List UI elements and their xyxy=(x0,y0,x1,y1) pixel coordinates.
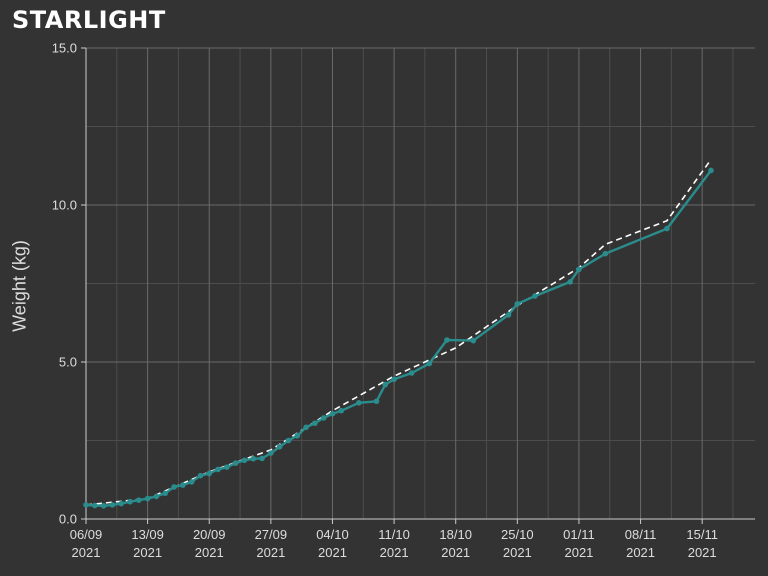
x-tick-label-date: 25/10 xyxy=(501,527,534,542)
y-tick-label: 10.0 xyxy=(52,198,77,213)
weight-point xyxy=(391,376,397,383)
weight-point xyxy=(206,470,213,477)
weight-point xyxy=(162,490,169,497)
weight-point xyxy=(232,460,239,466)
x-tick-label-date: 15/11 xyxy=(686,527,718,542)
weight-point xyxy=(329,411,336,417)
weight-point xyxy=(144,495,151,502)
weight-point xyxy=(100,503,107,509)
weight-point xyxy=(320,415,327,421)
x-tick-label-year: 2021 xyxy=(72,545,101,560)
weight-point xyxy=(250,455,257,462)
x-tick-label-date: 13/09 xyxy=(131,527,164,542)
projection-line xyxy=(85,159,712,506)
x-tick-label-year: 2021 xyxy=(564,545,593,560)
weight-point xyxy=(224,464,230,470)
weight-point xyxy=(188,479,195,485)
weight-point xyxy=(426,360,433,367)
weight-point xyxy=(567,279,573,285)
weight-point xyxy=(180,482,186,488)
x-tick-label-year: 2021 xyxy=(441,545,470,560)
weight-point xyxy=(408,370,415,376)
x-tick-label-year: 2021 xyxy=(626,545,655,560)
weight-point xyxy=(285,437,292,444)
series-layer xyxy=(83,159,714,509)
x-tick-label-year: 2021 xyxy=(195,545,224,560)
x-tick-label-year: 2021 xyxy=(133,545,162,560)
weight-point xyxy=(153,493,160,500)
tick-labels: 06/09 2021 13/09 2021 20/09 2021 27/09 2021 04/1… xyxy=(52,41,718,561)
axes xyxy=(81,47,755,524)
x-tick-label-year: 2021 xyxy=(688,545,717,560)
x-tick-label-date: 18/10 xyxy=(439,527,472,542)
weight-point xyxy=(514,301,521,307)
weight-point xyxy=(268,450,274,456)
weight-point xyxy=(576,266,582,273)
weight-point xyxy=(215,466,221,473)
weight-point xyxy=(171,484,177,490)
weight-point xyxy=(127,498,133,505)
chart-title: STARLIGHT xyxy=(12,6,166,34)
x-tick-label-year: 2021 xyxy=(380,545,409,560)
weight-point xyxy=(303,424,309,431)
y-tick-label: 15.0 xyxy=(52,41,77,56)
weight-point xyxy=(373,398,380,405)
weight-point xyxy=(136,497,142,503)
weight-point xyxy=(708,167,714,174)
weight-point xyxy=(470,337,477,344)
weight-point xyxy=(109,502,116,508)
weight-point xyxy=(83,502,89,508)
x-tick-label-date: 01/11 xyxy=(563,527,595,542)
weight-point xyxy=(356,400,362,406)
y-tick-label: 0.0 xyxy=(59,512,77,527)
x-tick-label-year: 2021 xyxy=(318,545,347,560)
weight-point xyxy=(197,472,204,479)
weight-point xyxy=(312,420,318,427)
x-tick-label-date: 04/10 xyxy=(316,527,349,542)
weight-point xyxy=(294,432,301,439)
weight-point xyxy=(382,381,389,388)
x-tick-label-date: 20/09 xyxy=(193,527,226,542)
weight-point xyxy=(276,443,283,450)
weight-point xyxy=(602,250,609,257)
x-tick-label-date: 06/09 xyxy=(70,527,103,542)
x-tick-label-date: 11/10 xyxy=(378,527,410,542)
x-tick-label-year: 2021 xyxy=(503,545,532,560)
weight-point xyxy=(259,455,265,462)
y-tick-label: 5.0 xyxy=(59,355,77,370)
weight-point xyxy=(118,500,125,507)
x-tick-label-year: 2021 xyxy=(256,545,285,560)
weight-point xyxy=(241,457,248,464)
x-tick-label-date: 27/09 xyxy=(255,527,288,542)
x-tick-label-date: 08/11 xyxy=(625,527,657,542)
weight-line xyxy=(85,169,712,508)
minor-gridlines xyxy=(86,48,755,519)
weight-point xyxy=(444,337,450,343)
weight-point xyxy=(505,312,512,318)
weight-point xyxy=(532,293,538,299)
weight-point xyxy=(338,407,345,414)
weight-point xyxy=(92,502,98,509)
weight-point xyxy=(664,225,670,232)
